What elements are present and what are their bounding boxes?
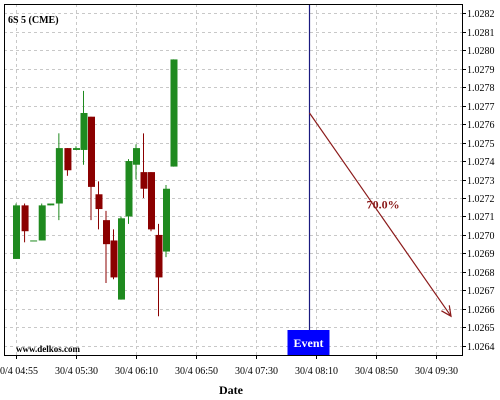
y-tick-label: 1.0281	[467, 28, 495, 39]
x-axis-label: Date	[219, 383, 244, 397]
y-tick-label: 1.0278	[467, 83, 495, 94]
plot-frame	[4, 4, 463, 356]
x-tick-label: 30/4 05:30	[55, 366, 98, 377]
x-tick-label: 30/4 06:10	[115, 366, 158, 377]
event-layer: Event	[287, 4, 330, 355]
candle-body	[140, 172, 148, 189]
y-tick-label: 1.0267	[467, 286, 495, 297]
x-tick-label: 30/4 04:55	[0, 366, 38, 377]
candle-body	[110, 240, 118, 278]
axis-layer: 1.0264 1.0265 1.0266 1.0267 1.0268 1.0269 1.02…	[0, 4, 495, 377]
candle-body	[13, 205, 20, 259]
y-tick-label: 1.0282	[467, 9, 495, 20]
candle-body	[64, 148, 72, 171]
y-tick-label: 1.0268	[467, 268, 495, 279]
y-tick-label: 1.0270	[467, 231, 495, 242]
watermark: www.delkos.com	[16, 344, 81, 354]
candle-body	[95, 194, 103, 210]
candle-body	[148, 172, 155, 230]
y-tick-label: 1.0279	[467, 65, 495, 76]
x-tick-label: 30/4 08:50	[355, 366, 398, 377]
candle-body	[80, 112, 88, 150]
x-tick-label: 30/4 06:50	[175, 366, 218, 377]
symbol-label: 6S 5 (CME)	[8, 15, 59, 26]
y-tick-label: 1.0276	[467, 120, 495, 131]
candle-body	[55, 148, 63, 204]
candle-body	[103, 220, 110, 245]
projection-layer: 70.0%	[309, 112, 452, 318]
projection-label: 70.0%	[367, 198, 400, 212]
y-tick-label: 1.0269	[467, 249, 495, 260]
y-tick-label: 1.0271	[467, 212, 495, 223]
candle-body	[88, 116, 95, 187]
x-tick-label: 30/4 09:30	[415, 366, 458, 377]
y-tick-label: 1.0265	[467, 323, 495, 334]
y-tick-label: 1.0280	[467, 46, 495, 57]
y-tick-label: 1.0274	[467, 157, 495, 168]
event-label: Event	[294, 336, 324, 350]
candle-body	[47, 203, 55, 206]
candle-body	[30, 240, 38, 242]
candle-body	[133, 148, 140, 165]
y-tick-label: 1.0275	[467, 139, 495, 150]
x-tick-label: 30/4 08:10	[295, 366, 338, 377]
grid-layer	[4, 4, 462, 355]
candle-body	[21, 205, 29, 232]
candle-body	[163, 188, 170, 252]
y-tick-label: 1.0266	[467, 305, 495, 316]
candle-body	[125, 161, 133, 217]
candle-body	[170, 59, 178, 167]
candle-body	[118, 218, 125, 300]
y-tick-label: 1.0264	[467, 342, 495, 353]
projection-arrowhead	[441, 305, 452, 318]
y-tick-label: 1.0277	[467, 102, 495, 113]
candle-body	[73, 148, 80, 150]
candle-body	[155, 234, 163, 278]
candle-layer	[13, 59, 178, 317]
candle-body	[38, 205, 46, 241]
event-label-box	[287, 330, 330, 355]
y-tick-label: 1.0272	[467, 194, 495, 205]
y-tick-label: 1.0273	[467, 176, 495, 187]
x-tick-label: 30/4 07:30	[235, 366, 278, 377]
projection-line	[309, 112, 452, 317]
